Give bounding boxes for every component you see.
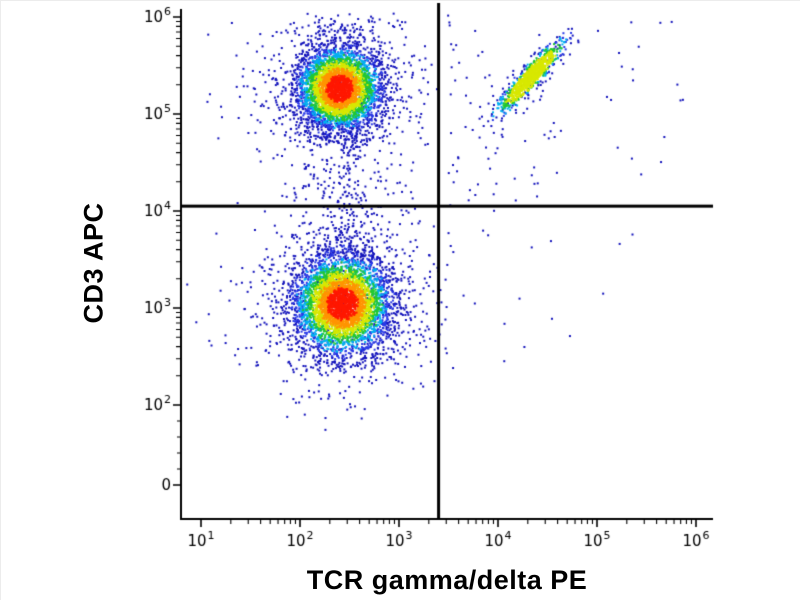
x-axis-label: TCR gamma/delta PE bbox=[306, 565, 588, 595]
y-axis-label: CD3 APC bbox=[78, 202, 109, 324]
